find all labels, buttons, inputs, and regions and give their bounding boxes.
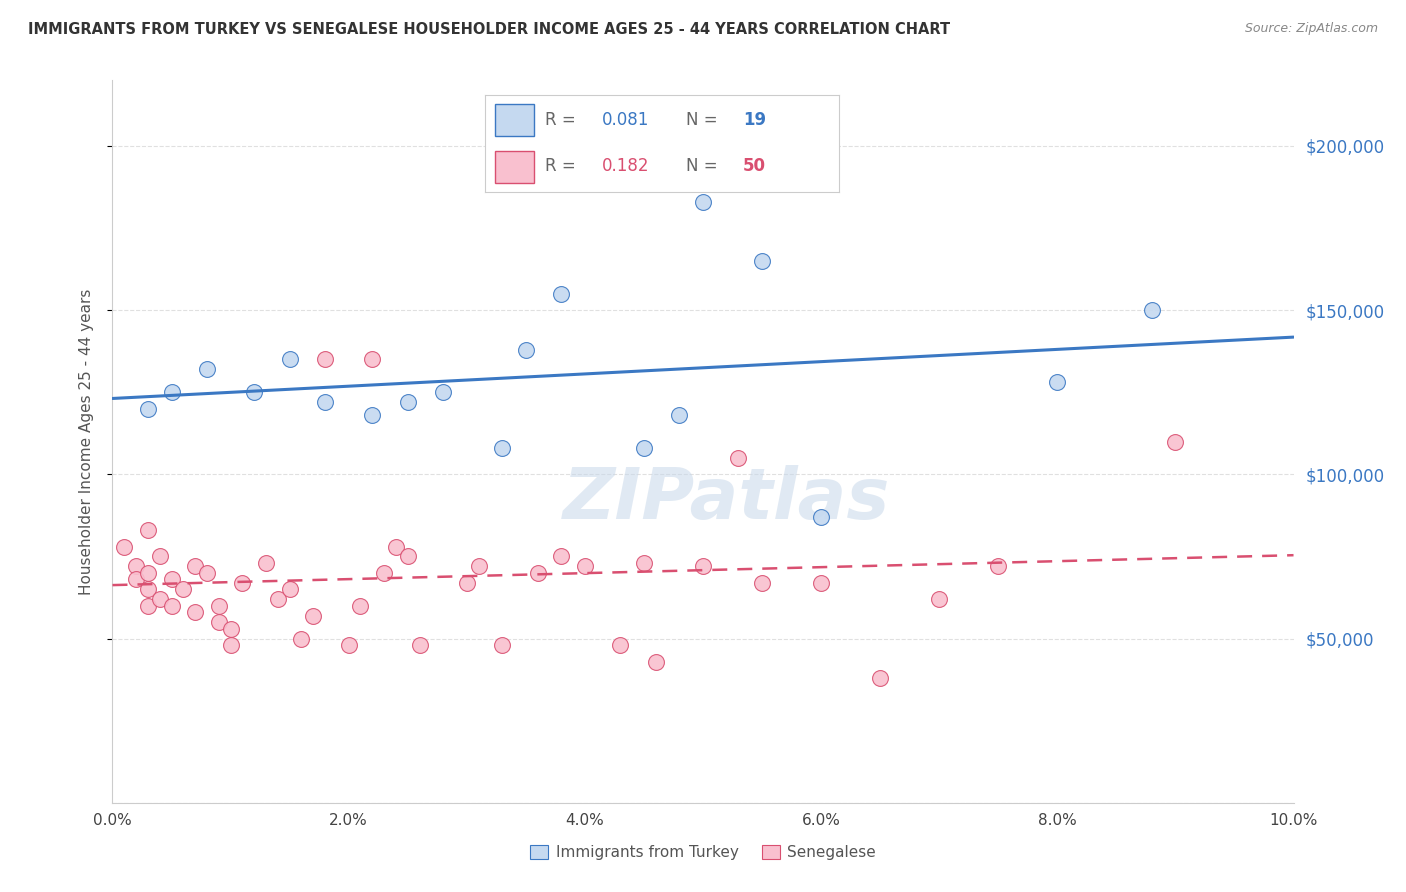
Point <box>278 352 301 367</box>
Point <box>125 559 148 574</box>
Point <box>396 549 419 564</box>
Point <box>692 194 714 209</box>
Point <box>290 632 312 646</box>
Point <box>361 352 384 367</box>
Point <box>751 575 773 590</box>
Point <box>136 523 159 537</box>
Point <box>751 253 773 268</box>
Point <box>432 385 454 400</box>
Point <box>184 605 207 619</box>
Point <box>869 671 891 685</box>
Point <box>208 599 231 613</box>
Point <box>172 582 194 597</box>
Point <box>208 615 231 630</box>
Point <box>408 638 430 652</box>
Text: IMMIGRANTS FROM TURKEY VS SENEGALESE HOUSEHOLDER INCOME AGES 25 - 44 YEARS CORRE: IMMIGRANTS FROM TURKEY VS SENEGALESE HOU… <box>28 22 950 37</box>
Point <box>692 559 714 574</box>
Point <box>385 540 408 554</box>
Point <box>314 395 336 409</box>
Point <box>149 592 172 607</box>
Point <box>373 566 395 580</box>
Point <box>668 409 690 423</box>
Point <box>491 441 513 455</box>
Point <box>136 401 159 416</box>
Point <box>314 352 336 367</box>
Point <box>302 608 325 623</box>
Point <box>550 549 572 564</box>
Point <box>243 385 266 400</box>
Point <box>810 575 832 590</box>
Point <box>1140 303 1163 318</box>
Point <box>136 582 159 597</box>
Point <box>467 559 489 574</box>
Point <box>219 622 242 636</box>
Y-axis label: Householder Income Ages 25 - 44 years: Householder Income Ages 25 - 44 years <box>79 288 94 595</box>
Point <box>149 549 172 564</box>
Point <box>1164 434 1187 449</box>
Point <box>349 599 371 613</box>
Point <box>644 655 666 669</box>
Point <box>254 556 277 570</box>
Point <box>574 559 596 574</box>
Point <box>987 559 1010 574</box>
Legend: Immigrants from Turkey, Senegalese: Immigrants from Turkey, Senegalese <box>530 845 876 860</box>
Point <box>396 395 419 409</box>
Point <box>1046 376 1069 390</box>
Point <box>633 441 655 455</box>
Point <box>361 409 384 423</box>
Point <box>136 566 159 580</box>
Point <box>195 362 218 376</box>
Point <box>526 566 548 580</box>
Text: Source: ZipAtlas.com: Source: ZipAtlas.com <box>1244 22 1378 36</box>
Point <box>112 540 135 554</box>
Point <box>633 556 655 570</box>
Point <box>184 559 207 574</box>
Point <box>160 599 183 613</box>
Point <box>456 575 478 590</box>
Point <box>727 450 749 465</box>
Point <box>267 592 290 607</box>
Point <box>231 575 253 590</box>
Point <box>136 599 159 613</box>
Point <box>125 573 148 587</box>
Point <box>160 385 183 400</box>
Point <box>160 573 183 587</box>
Point <box>337 638 360 652</box>
Point <box>810 510 832 524</box>
Point <box>515 343 537 357</box>
Point <box>609 638 631 652</box>
Point <box>219 638 242 652</box>
Point <box>278 582 301 597</box>
Point <box>195 566 218 580</box>
Point <box>491 638 513 652</box>
Point <box>928 592 950 607</box>
Point <box>550 286 572 301</box>
Text: ZIPatlas: ZIPatlas <box>562 465 890 533</box>
